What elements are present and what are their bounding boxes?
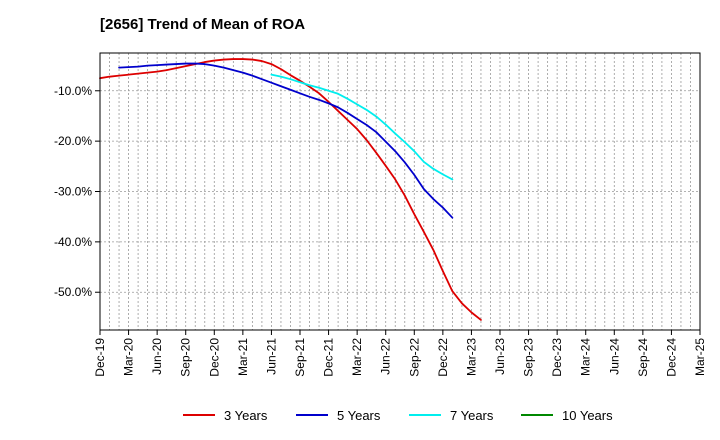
- x-tick-label: Dec-23: [550, 338, 564, 377]
- x-tick-label: Jun-21: [264, 338, 278, 375]
- series-line-5-years: [118, 62, 454, 219]
- legend-label-3-years: 3 Years: [224, 408, 268, 423]
- x-tick-label: Sep-20: [179, 338, 193, 377]
- y-tick-label: -20.0%: [54, 134, 92, 148]
- x-tick-label: Jun-22: [379, 338, 393, 375]
- x-tick-label: Sep-24: [636, 338, 650, 377]
- x-tick-label: Sep-23: [522, 338, 536, 377]
- x-tick-label: Jun-20: [150, 338, 164, 375]
- x-tick-label: Jun-23: [493, 338, 507, 375]
- x-axis: Dec-19 Mar-20 Jun-20 Sep-20 Dec-20 Mar-21 Jun-…: [93, 330, 707, 377]
- legend-label-7-years: 7 Years: [450, 408, 494, 423]
- y-tick-label: -10.0%: [54, 84, 92, 98]
- x-tick-label: Dec-20: [207, 338, 221, 377]
- x-tick-label: Mar-21: [236, 338, 250, 376]
- y-tick-label: -50.0%: [54, 285, 92, 299]
- x-tick-label: Mar-23: [464, 338, 478, 376]
- legend-label-10-years: 10 Years: [562, 408, 613, 423]
- x-tick-label: Mar-22: [350, 338, 364, 376]
- x-tick-label: Sep-21: [293, 338, 307, 377]
- x-tick-label: Mar-25: [693, 338, 707, 376]
- x-tick-label: Dec-24: [664, 338, 678, 377]
- legend-label-5-years: 5 Years: [337, 408, 381, 423]
- x-tick-label: Dec-22: [436, 338, 450, 377]
- y-axis: -10.0% -20.0% -30.0% -40.0% -50.0%: [54, 84, 100, 299]
- x-tick-label: Jun-24: [607, 338, 621, 375]
- x-tick-label: Dec-21: [322, 338, 336, 377]
- series-line-7-years: [270, 73, 454, 181]
- x-tick-label: Dec-19: [93, 338, 107, 377]
- grid-lines: [100, 53, 700, 330]
- y-tick-label: -40.0%: [54, 235, 92, 249]
- series-lines: [99, 58, 482, 321]
- y-tick-label: -30.0%: [54, 185, 92, 199]
- x-tick-label: Sep-22: [407, 338, 421, 377]
- series-line-3-years: [99, 58, 482, 321]
- chart-title: [2656] Trend of Mean of ROA: [100, 16, 305, 33]
- legend: 3 Years 5 Years 7 Years 10 Years: [183, 408, 613, 423]
- x-tick-label: Mar-20: [122, 338, 136, 376]
- x-tick-label: Mar-24: [579, 338, 593, 376]
